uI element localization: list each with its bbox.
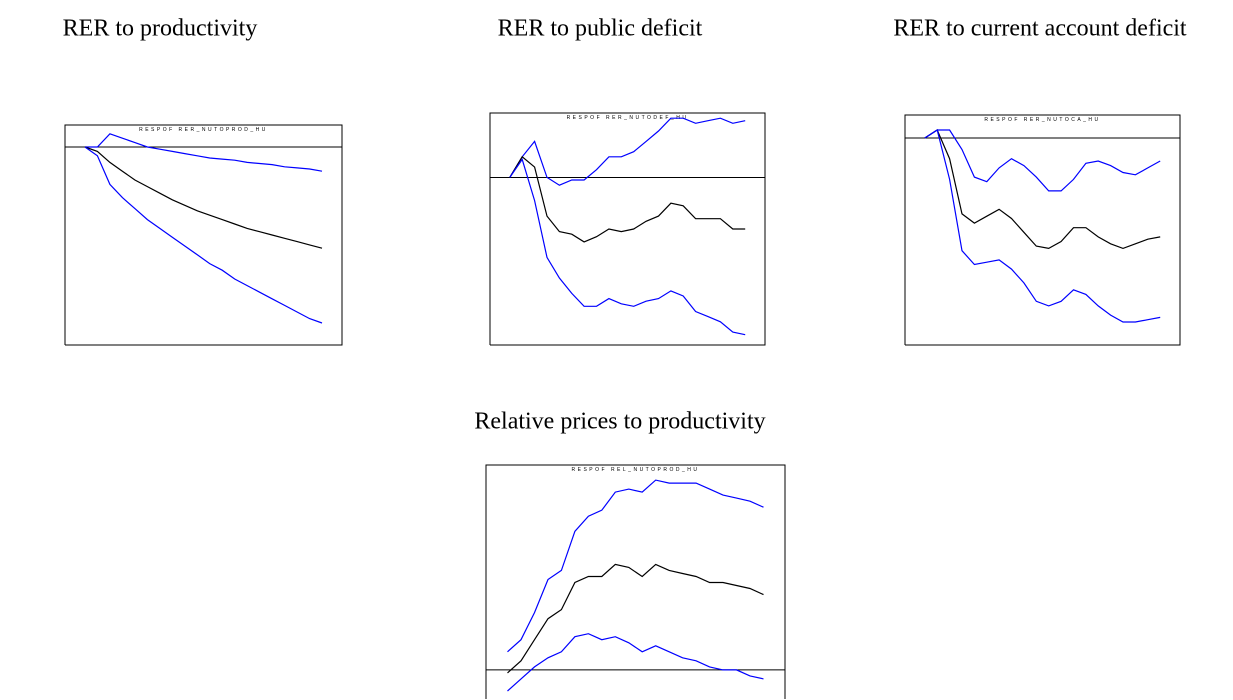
response-line: [507, 633, 764, 692]
response-line: [85, 133, 323, 172]
panel-title: RER to productivity: [63, 16, 258, 42]
response-line: [924, 129, 1161, 323]
response-line: [509, 117, 746, 186]
plot-frame: [904, 114, 1181, 346]
response-line: [84, 146, 323, 324]
plot-frame: [485, 464, 786, 699]
response-line: [509, 155, 746, 243]
response-line: [924, 129, 1161, 192]
response-line: [507, 479, 764, 653]
response-line: [509, 158, 746, 336]
plot-frame: [489, 112, 766, 346]
panel-subtitle: RESPOF RER_NUTOPROD_HU: [139, 127, 268, 133]
panel-subtitle: RESPOF REL_NUTOPROD_HU: [572, 467, 700, 473]
panel-subtitle: RESPOF RER_NUTOCA_HU: [984, 117, 1100, 123]
panel-title: RER to public deficit: [498, 16, 703, 42]
panel-subtitle: RESPOF RER_NUTODEF_HU: [567, 115, 689, 121]
response-line: [924, 129, 1161, 250]
plot-frame: [64, 124, 343, 346]
panel-title: RER to current account deficit: [893, 16, 1187, 42]
panel-title: Relative prices to productivity: [474, 409, 765, 435]
response-line: [507, 563, 764, 674]
response-line: [84, 146, 323, 249]
